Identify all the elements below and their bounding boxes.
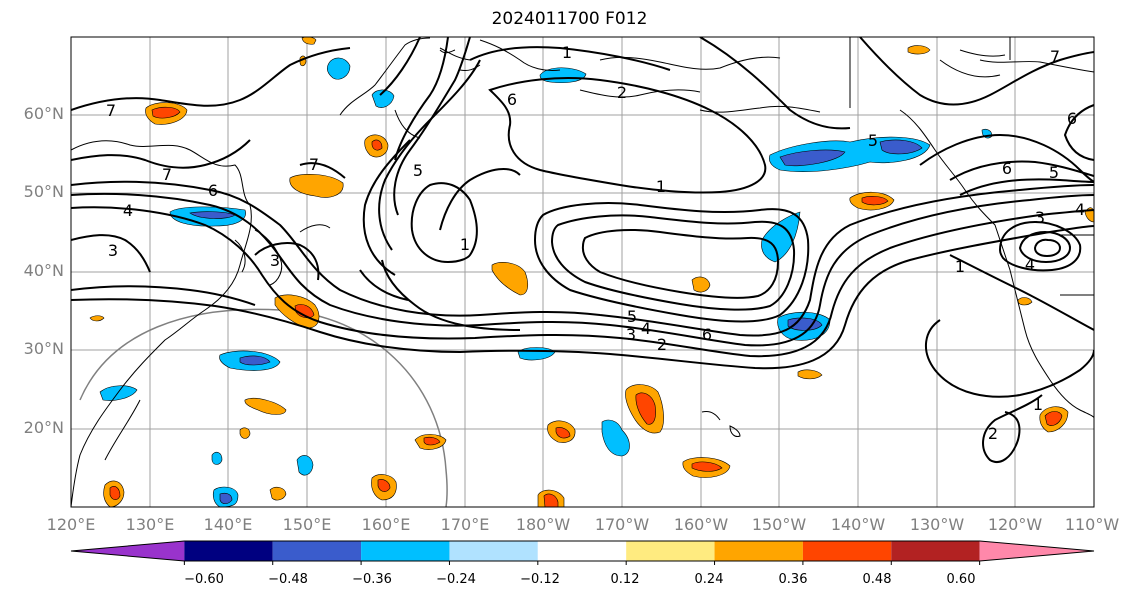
lon-label-160e: 160°E [361, 515, 411, 534]
colorbar-segment [184, 541, 273, 561]
colorbar-segment [891, 541, 980, 561]
contour-label: 2 [988, 424, 998, 443]
contour-label: 4 [1025, 255, 1035, 274]
lat-label-50n: 50°N [23, 182, 64, 201]
contour-label: 3 [626, 325, 636, 344]
colorbar-label: 0.48 [862, 572, 892, 587]
contour-label: 5 [868, 131, 878, 150]
contour-label: 3 [1035, 208, 1045, 227]
lon-label-130e: 130°E [125, 515, 175, 534]
map-title: 2024011700 F012 [491, 9, 648, 29]
colorbar-extend-min [71, 541, 185, 561]
colorbar-label: −0.24 [436, 572, 476, 587]
colorbar-segment [537, 541, 627, 561]
lon-label-130w: 130°W [909, 515, 965, 534]
lat-label-60n: 60°N [23, 104, 64, 123]
lon-label-120e: 120°E [46, 515, 96, 534]
colorbar-label: −0.36 [352, 572, 392, 587]
lon-label-120w: 120°W [987, 515, 1043, 534]
contour-label: 6 [1002, 159, 1012, 178]
contour-label: 4 [641, 319, 651, 338]
contour-label: 7 [106, 101, 116, 120]
contour-label: 7 [1050, 47, 1060, 66]
contour-label: 6 [702, 325, 712, 344]
colorbar-segment [802, 541, 892, 561]
contour-label: 7 [162, 165, 172, 184]
positive-shading [89, 37, 1094, 507]
colorbar-label: 0.24 [694, 572, 724, 587]
contour-lines [71, 37, 1094, 463]
contour-label: 1 [460, 235, 470, 254]
colorbar-segment [449, 541, 538, 561]
contour-label: 7 [309, 155, 319, 174]
map-frame [70, 36, 1095, 508]
range-circle [79, 308, 448, 507]
lat-label-30n: 30°N [23, 339, 64, 358]
lon-label-150e: 150°E [282, 515, 332, 534]
lon-label-140e: 140°E [203, 515, 253, 534]
lon-label-170e: 170°E [440, 515, 490, 534]
contour-label: 3 [108, 241, 118, 260]
colorbar-segment [626, 541, 715, 561]
contour-label: 1 [955, 257, 965, 276]
lat-label-20n: 20°N [23, 418, 64, 437]
colorbar-extend-max [979, 541, 1094, 561]
colorbar [70, 540, 1095, 565]
colorbar-label: −0.48 [268, 572, 308, 587]
contour-label: 6 [1067, 109, 1077, 128]
contour-label: 6 [208, 181, 218, 200]
contour-label: 5 [1049, 163, 1059, 182]
colorbar-segment [361, 541, 450, 561]
contour-label: 2 [617, 83, 627, 102]
contour-label: 1 [1033, 395, 1043, 414]
contour-label: 4 [123, 201, 133, 220]
colorbar-segment [272, 541, 362, 561]
contour-label: 4 [1075, 200, 1085, 219]
colorbar-label: 0.36 [778, 572, 808, 587]
contour-labels: 1 2 6 7 7 6 4 3 3 7 1 1 5 4 3 2 6 5 6 5 [106, 43, 1085, 443]
colorbar-label: −0.60 [184, 572, 224, 587]
lon-label-170w: 170°W [594, 515, 650, 534]
contour-label: 6 [507, 90, 517, 109]
lon-label-150w: 150°W [751, 515, 807, 534]
colorbar-label: −0.12 [520, 572, 560, 587]
contour-label: 3 [270, 251, 280, 270]
negative-shading [99, 57, 993, 507]
contour-label: 2 [657, 335, 667, 354]
colorbar-label: 0.12 [610, 572, 640, 587]
contour-label: 5 [413, 161, 423, 180]
lat-label-40n: 40°N [23, 261, 64, 280]
colorbar-segment [714, 541, 803, 561]
contour-label: 5 [627, 307, 637, 326]
colorbar-label: 0.60 [946, 572, 976, 587]
lon-label-140w: 140°W [830, 515, 886, 534]
contour-label: 1 [656, 177, 666, 196]
lon-label-160w: 160°W [673, 515, 729, 534]
lon-label-110w: 110°W [1064, 515, 1120, 534]
thin-contours [104, 59, 1001, 461]
contour-label: 1 [562, 43, 572, 62]
lon-label-180w: 180°W [515, 515, 571, 534]
